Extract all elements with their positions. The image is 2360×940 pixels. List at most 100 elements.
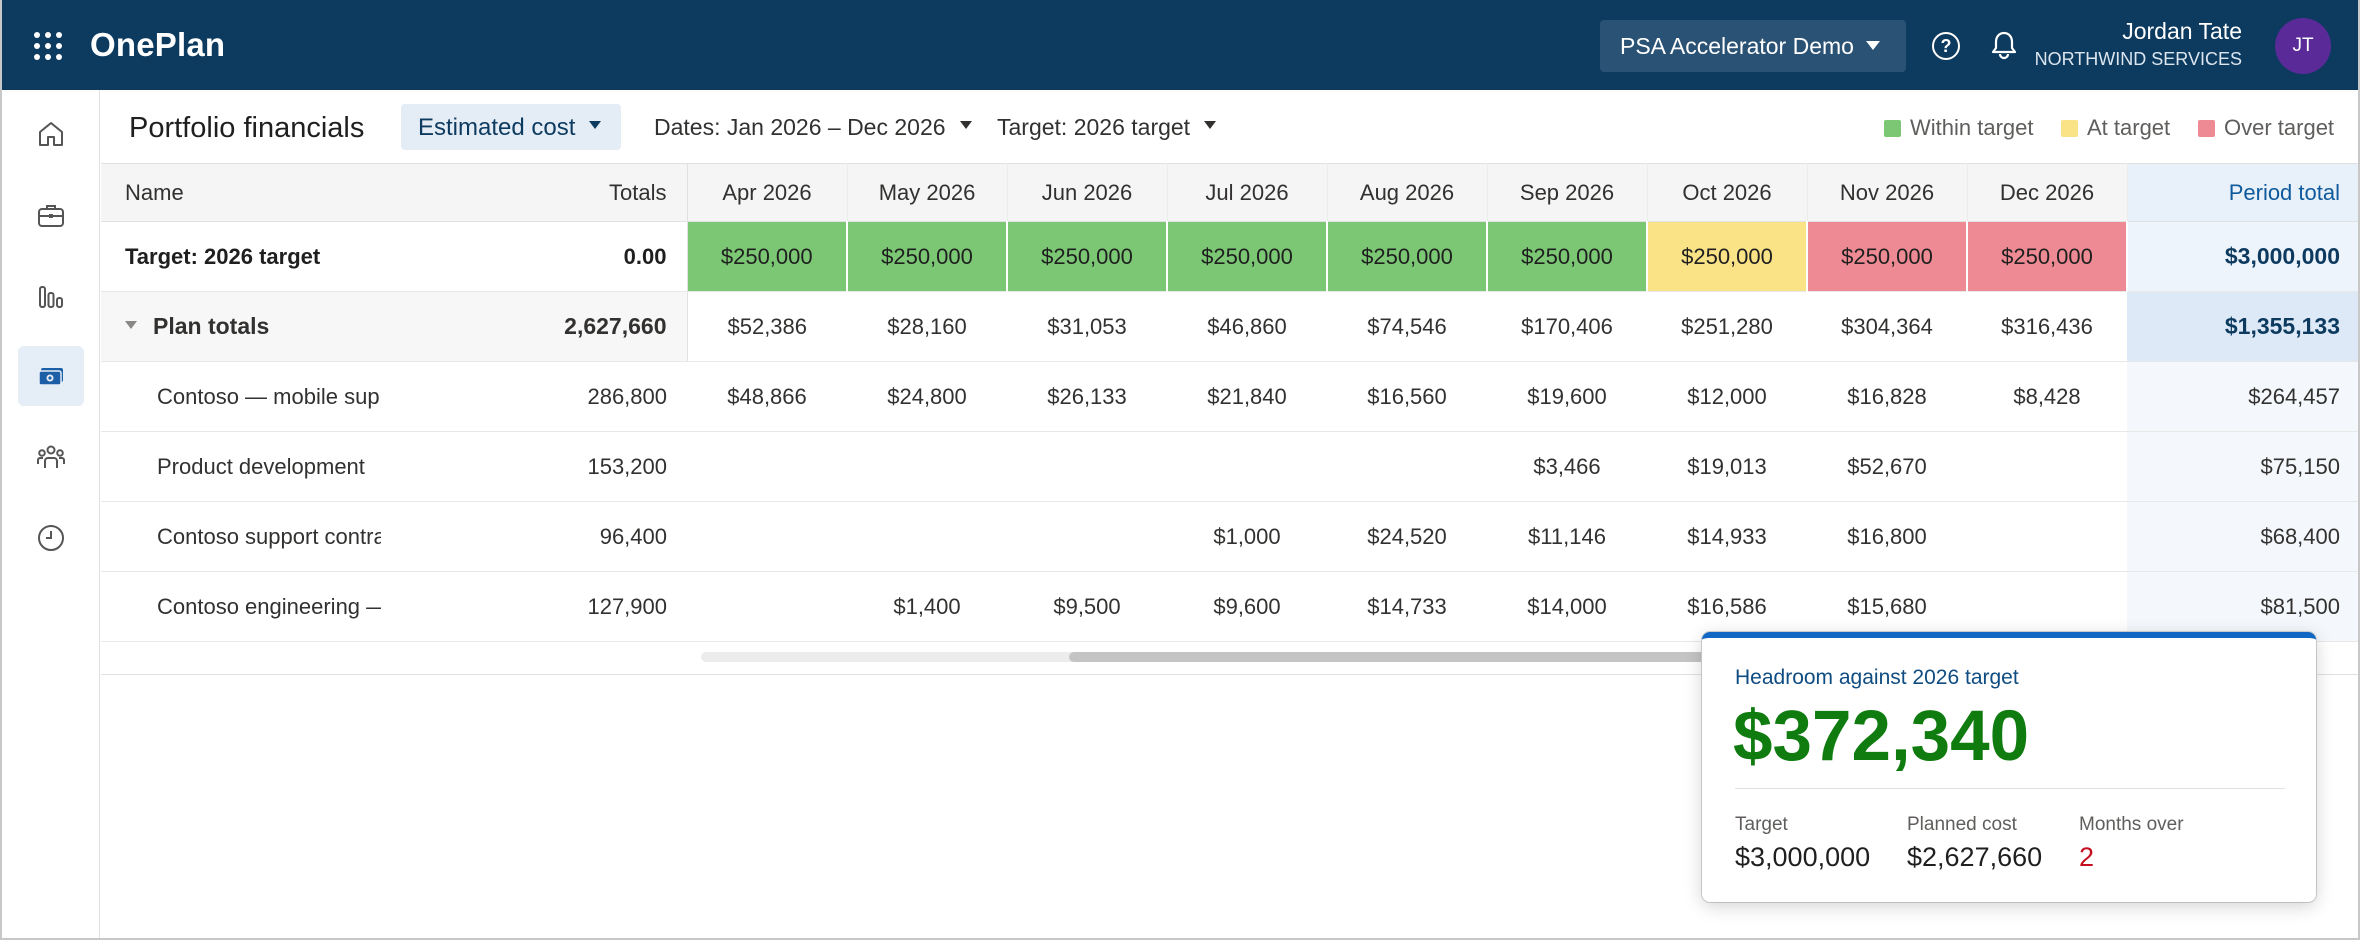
column-header-month[interactable]: Aug 2026 [1327,163,1488,222]
month-cell[interactable] [1167,431,1327,502]
month-cell[interactable]: $11,146 [1487,501,1647,572]
money-icon [38,368,63,386]
target-cell[interactable]: $250,000 [1647,221,1808,292]
dates-filter[interactable]: Dates: Jan 2026 – Dec 2026 [654,114,972,141]
month-cell[interactable] [1967,571,2127,642]
column-header-month[interactable]: Oct 2026 [1647,163,1808,222]
month-cell[interactable]: $9,600 [1167,571,1327,642]
month-cell[interactable]: $21,840 [1167,361,1327,432]
column-header-month[interactable]: May 2026 [847,163,1008,222]
nav-home[interactable] [18,104,84,164]
column-header-month[interactable]: Sep 2026 [1487,163,1648,222]
month-cell[interactable]: $1,400 [847,571,1007,642]
target-cell[interactable]: $250,000 [1967,221,2128,292]
target-filter[interactable]: Target: 2026 target [997,114,1217,141]
month-cell[interactable]: $14,000 [1487,571,1647,642]
nav-projects[interactable] [18,185,84,245]
nav-timesheets[interactable] [18,508,84,568]
month-cell[interactable] [1327,431,1487,502]
horizontal-scrollbar[interactable] [701,652,2301,662]
column-header-month[interactable]: Dec 2026 [1967,163,2128,222]
month-cell[interactable] [1007,501,1167,572]
month-cell[interactable]: $19,013 [1647,431,1807,502]
month-cell[interactable]: $9,500 [1007,571,1167,642]
month-cell[interactable] [687,571,847,642]
column-header-month[interactable]: Apr 2026 [687,163,848,222]
target-cell[interactable]: $250,000 [1327,221,1488,292]
month-cell[interactable] [1007,431,1167,502]
nav-reports[interactable] [18,266,84,326]
row-period-total: $68,400 [2127,501,2358,572]
target-row[interactable]: Target: 2026 target 0.00 $250,000 $250,0… [101,221,2358,292]
target-cell[interactable]: $250,000 [687,221,848,292]
month-cell[interactable]: $48,866 [687,361,847,432]
plan-cell: $28,160 [847,291,1007,362]
month-cell[interactable]: $16,560 [1327,361,1487,432]
column-header-name[interactable]: Name [101,163,381,222]
app-launcher-icon[interactable] [34,32,62,60]
collapse-caret-icon[interactable] [125,320,137,329]
target-filter-label: Target: 2026 target [997,114,1191,140]
month-cell[interactable]: $1,000 [1167,501,1327,572]
card-divider [1735,788,2285,789]
clock-icon [38,525,64,551]
plan-totals-name[interactable]: Plan totals [101,291,381,362]
month-cell[interactable] [1967,501,2127,572]
environment-selector[interactable]: PSA Accelerator Demo [1600,20,1906,72]
month-cell[interactable]: $24,800 [847,361,1007,432]
month-cell[interactable]: $15,680 [1807,571,1967,642]
target-cell[interactable]: $250,000 [847,221,1008,292]
target-cell[interactable]: $250,000 [1487,221,1648,292]
legend-over: Over target [2198,115,2334,141]
row-name[interactable]: Contoso support contract [101,501,381,572]
table-row[interactable]: Contoso — mobile support 286,800 $48,866… [101,361,2358,432]
app-name[interactable]: OnePlan [90,26,226,63]
column-header-month[interactable]: Jul 2026 [1167,163,1328,222]
legend-label-within: Within target [1910,115,2034,140]
help-icon[interactable]: ? [1932,32,1960,60]
column-header-month[interactable]: Jun 2026 [1007,163,1168,222]
month-cell[interactable]: $52,670 [1807,431,1967,502]
nav-resources[interactable] [18,427,84,487]
plan-totals-total: 2,627,660 [381,291,688,362]
month-cell[interactable]: $8,428 [1967,361,2127,432]
column-header-month[interactable]: Nov 2026 [1807,163,1968,222]
month-cell[interactable]: $14,733 [1327,571,1487,642]
target-cell[interactable]: $250,000 [1167,221,1328,292]
row-name[interactable]: Product development [101,431,381,502]
month-cell[interactable] [847,431,1007,502]
column-header-period-total[interactable]: Period total [2127,163,2358,222]
month-cell[interactable] [847,501,1007,572]
row-name[interactable]: Contoso — mobile support [101,361,381,432]
month-cell[interactable]: $12,000 [1647,361,1807,432]
month-cell[interactable]: $3,466 [1487,431,1647,502]
month-cell[interactable]: $14,933 [1647,501,1807,572]
scrollbar-thumb[interactable] [1069,652,1725,662]
column-header-totals[interactable]: Totals [381,163,688,222]
view-selector[interactable]: Estimated cost [401,104,621,150]
table-row[interactable]: Contoso support contract 96,400 $1,000 $… [101,501,2358,572]
nav-financials[interactable] [18,346,84,406]
plan-cell: $251,280 [1647,291,1807,362]
bar-chart-icon [39,286,63,308]
row-period-total: $81,500 [2127,571,2358,642]
month-cell[interactable] [1967,431,2127,502]
left-nav-rail [2,90,100,938]
month-cell[interactable]: $24,520 [1327,501,1487,572]
target-cell[interactable]: $250,000 [1807,221,1968,292]
target-cell[interactable]: $250,000 [1007,221,1168,292]
top-bar: OnePlan PSA Accelerator Demo ? Jordan Ta… [2,0,2358,90]
month-cell[interactable] [687,431,847,502]
table-row[interactable]: Product development 153,200 $3,466 $19,0… [101,431,2358,502]
avatar[interactable]: JT [2275,18,2331,74]
month-cell[interactable]: $16,800 [1807,501,1967,572]
table-row[interactable]: Contoso engineering — Ph 2 127,900 $1,40… [101,571,2358,642]
plan-totals-row[interactable]: Plan totals 2,627,660 $52,386 $28,160 $3… [101,291,2358,362]
month-cell[interactable]: $19,600 [1487,361,1647,432]
month-cell[interactable]: $26,133 [1007,361,1167,432]
month-cell[interactable] [687,501,847,572]
month-cell[interactable]: $16,828 [1807,361,1967,432]
bell-icon[interactable] [1990,30,2018,60]
month-cell[interactable]: $16,586 [1647,571,1807,642]
row-name[interactable]: Contoso engineering — Ph 2 [101,571,381,642]
